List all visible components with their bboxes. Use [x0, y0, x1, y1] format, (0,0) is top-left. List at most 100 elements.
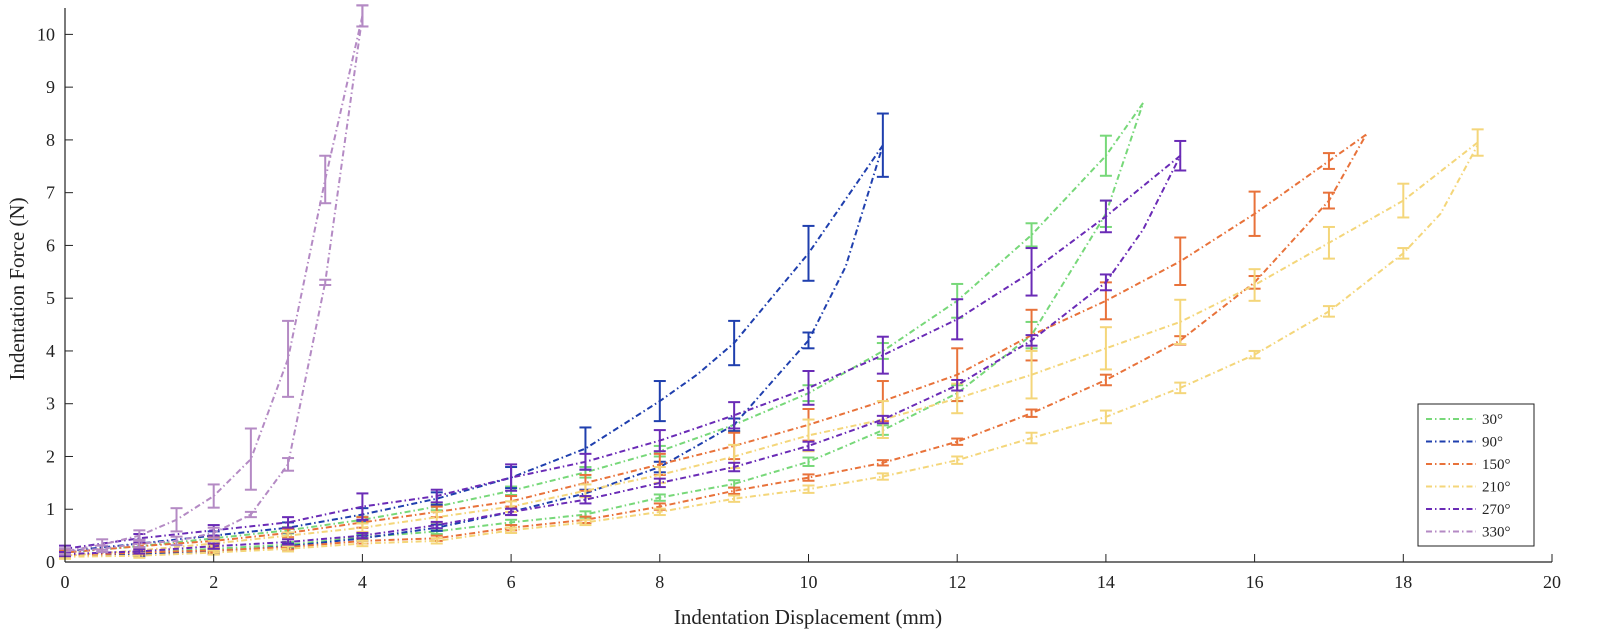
error-bar — [802, 456, 815, 467]
legend-item: 330° — [1426, 525, 1511, 541]
x-tick-label: 8 — [655, 572, 664, 592]
error-bar — [1471, 128, 1484, 157]
error-bar — [951, 437, 964, 446]
error-bar — [1322, 305, 1335, 318]
x-tick-label: 18 — [1394, 572, 1412, 592]
error-bar — [1174, 236, 1187, 286]
error-bar — [1174, 139, 1187, 172]
loading-curve — [64, 134, 1367, 557]
error-bar — [1099, 134, 1112, 177]
error-bar — [951, 455, 964, 465]
error-bar — [282, 538, 295, 546]
error-bar — [579, 518, 592, 527]
error-bar — [505, 463, 518, 492]
x-axis-title: Indentation Displacement (mm) — [674, 605, 942, 629]
error-bar — [282, 319, 295, 398]
y-tick-label: 6 — [46, 235, 55, 255]
error-bar — [1174, 381, 1187, 395]
error-bar — [1099, 273, 1112, 292]
error-bar — [728, 401, 741, 430]
error-bar — [1025, 431, 1038, 445]
error-bar — [728, 486, 741, 495]
error-bar — [1025, 222, 1038, 248]
error-bar — [1322, 191, 1335, 210]
error-bar — [1099, 326, 1112, 371]
error-bar — [356, 4, 369, 28]
unloading-curve — [64, 102, 1144, 554]
error-bar — [1025, 349, 1038, 400]
y-tick-label: 8 — [46, 130, 55, 150]
error-bar — [653, 493, 666, 502]
x-tick-label: 16 — [1246, 572, 1264, 592]
legend-label: 210° — [1482, 480, 1511, 496]
error-bar — [802, 331, 815, 350]
legend-box — [1417, 403, 1535, 547]
error-bar — [1025, 334, 1038, 347]
error-bar — [728, 479, 741, 489]
error-bar — [728, 319, 741, 367]
error-bar — [1099, 373, 1112, 387]
error-bar — [802, 484, 815, 494]
y-tick-label: 0 — [46, 552, 55, 572]
error-bar — [319, 278, 332, 286]
series-150deg — [59, 133, 1367, 559]
x-tick-label: 14 — [1097, 572, 1115, 592]
error-bar — [282, 545, 295, 553]
error-bar — [282, 457, 295, 472]
x-tick-label: 4 — [358, 572, 367, 592]
loading-curve — [64, 102, 1145, 557]
y-tick-label: 10 — [37, 24, 55, 44]
y-tick-label: 7 — [46, 183, 55, 203]
series-270deg — [59, 139, 1187, 558]
error-bar — [1397, 247, 1410, 260]
unloading-curve — [64, 15, 364, 553]
y-tick-label: 9 — [46, 77, 55, 97]
error-bar — [170, 535, 183, 547]
error-bar — [505, 526, 518, 534]
error-bar — [802, 370, 815, 406]
error-bar — [356, 539, 369, 548]
y-tick-label: 4 — [46, 341, 55, 361]
error-bar — [1025, 408, 1038, 418]
error-bar — [505, 507, 518, 517]
error-bar — [1397, 182, 1410, 219]
error-bar — [356, 492, 369, 521]
series-30deg — [59, 102, 1145, 559]
error-bar — [430, 537, 443, 545]
error-bar — [430, 520, 443, 530]
legend-label: 30° — [1482, 412, 1503, 428]
error-bar — [579, 495, 592, 505]
error-bar — [802, 440, 815, 452]
error-bar — [244, 427, 257, 491]
series-210deg — [59, 128, 1484, 560]
error-bar — [319, 154, 332, 205]
error-bar — [876, 414, 889, 425]
error-bar — [1174, 298, 1187, 346]
x-tick-label: 20 — [1543, 572, 1561, 592]
legend: 30° 90° 150° 210° 270° 330° — [1417, 403, 1535, 547]
unloading-curve — [64, 144, 884, 553]
legend-label: 150° — [1482, 457, 1511, 473]
series-90deg — [59, 112, 889, 559]
y-tick-label: 2 — [46, 446, 55, 466]
loading-curve — [64, 144, 884, 557]
error-bar — [876, 459, 889, 467]
error-bar — [282, 516, 295, 529]
error-bar — [244, 510, 257, 519]
unloading-curve — [64, 154, 1181, 550]
legend-label: 270° — [1482, 502, 1511, 518]
x-tick-label: 0 — [61, 572, 70, 592]
error-bar — [728, 461, 741, 473]
error-bar — [653, 477, 666, 489]
error-bar — [207, 526, 220, 540]
legend-item: 30° — [1426, 412, 1503, 428]
error-bar — [876, 472, 889, 481]
y-tick-label: 5 — [46, 288, 55, 308]
legend-label: 330° — [1482, 525, 1511, 541]
error-bar — [1248, 190, 1261, 237]
error-bar — [653, 507, 666, 517]
error-bar — [207, 542, 220, 550]
error-bar — [1322, 152, 1335, 170]
legend-label: 90° — [1482, 435, 1503, 451]
